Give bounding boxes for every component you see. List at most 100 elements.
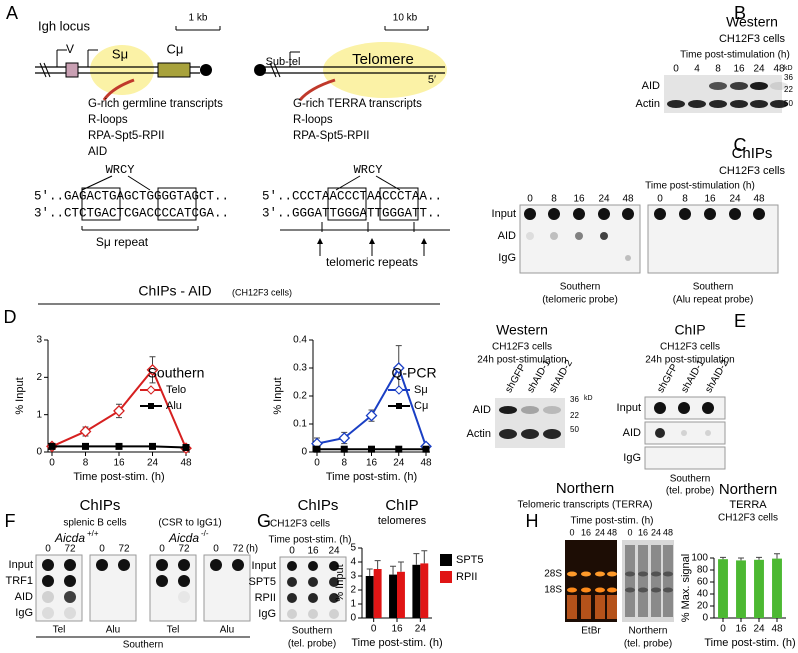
size-marker: 50 [784,99,793,108]
panel-letter: B [734,3,746,23]
dot [573,208,585,220]
data-point [392,362,405,374]
lane-label: 0 [527,194,533,205]
note: R-loops [88,114,128,126]
y-tick-label: 3 [350,571,356,582]
legend-label: Telo [166,384,186,396]
subtitle: CH12F3 cells [270,519,330,530]
dot [598,208,610,220]
panel-letter: H [526,511,539,531]
repeat-box [379,187,419,221]
dot [329,593,339,603]
panel-letter: C [734,135,747,155]
data-point [422,445,430,453]
dot [42,591,54,603]
note: AID [88,146,107,158]
dot [287,593,297,603]
panel-title: ChIPs [298,497,339,514]
panel-title: Northern [556,480,614,497]
row-label: IgG [623,452,641,464]
y-tick-label: 0 [36,447,42,458]
legend-swatch [440,571,452,583]
chromosome-end [254,64,266,76]
panel-title: Western [496,322,548,338]
lane-label: 0 [99,544,105,555]
lane-label: 48 [663,527,673,537]
size-marker: 36 [570,395,579,404]
sequence: 5′..CCCTAACCCTAACCCTAA.. [262,189,442,203]
data-point [113,405,125,417]
lane-label: 0 [657,194,663,205]
lane-label: 48 [607,527,617,537]
stain-label: EtBr [581,626,601,637]
bar [718,559,728,618]
dot [600,232,608,240]
stain-label: (tel. probe) [624,639,672,650]
row-label: SPT5 [248,576,276,588]
dot [64,607,76,619]
row-label: Input [9,559,33,571]
x-axis-label: Time post-stim. (h) [704,637,795,649]
repeat-box [81,187,121,221]
y-tick-label: 1 [36,409,42,420]
probe-label: Southern [560,282,601,293]
genotype-sup: -/- [201,529,209,538]
y-tick-label: 3 [36,335,42,346]
size-unit: kD [584,395,593,402]
dot [702,402,714,414]
dot [42,559,54,571]
dot [678,402,690,414]
panel-title: ChIPs - AID [138,283,211,299]
x-tick-label: 0 [314,458,320,469]
dot [118,559,130,571]
row-label: AID [642,80,660,92]
motif-pointer [127,175,151,191]
dot [210,559,222,571]
band [499,429,517,439]
lane-label: 16 [638,527,648,537]
probe-label: Alu [106,625,120,636]
x-tick-label: 16 [735,624,747,635]
band [750,82,768,90]
lane-label: 0 [673,64,679,75]
lane-label: 24 [753,64,765,75]
smear [567,595,577,619]
lane-label: 16 [307,546,319,557]
band [638,587,648,593]
probe-label: Tel [53,625,66,636]
dot [64,575,76,587]
dot [287,577,297,587]
y-tick-label: 0 [301,447,307,458]
stain-label: Northern [629,626,668,637]
y-tick-label: 4 [350,557,356,568]
dot [308,593,318,603]
probe-label: (Alu repeat probe) [673,295,754,306]
rule [273,62,281,78]
segment-label: V [66,42,74,56]
probe-label: Alu [220,625,234,636]
band [770,82,788,90]
band [625,587,635,593]
x-tick-label: 8 [341,458,347,469]
band [543,429,561,439]
region-highlight [323,42,447,98]
dot [729,208,741,220]
data-point [338,432,351,444]
band [581,571,591,577]
lane-label: 24 [598,194,610,205]
dot [232,559,244,571]
strand-end: 5′ [428,74,436,86]
legend-marker [396,403,402,409]
band [730,82,748,90]
lane-label: 0 [45,544,51,555]
row-label: TRF1 [6,575,34,587]
y-axis-label: % Input [272,377,284,414]
lane-label: 48 [753,194,765,205]
x-tick-label: 16 [366,458,378,469]
legend-label: Cμ [414,400,428,412]
dot [524,208,536,220]
band [595,587,605,593]
segment-label: Cμ [167,41,184,56]
